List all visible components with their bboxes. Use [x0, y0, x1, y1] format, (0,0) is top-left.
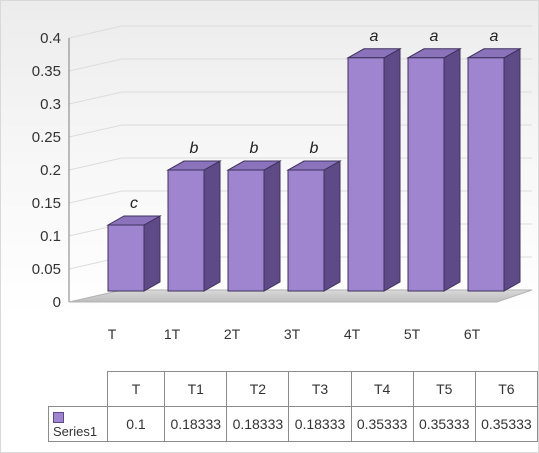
bar-side — [383, 47, 401, 292]
bar-side — [443, 47, 461, 292]
bar-side — [503, 47, 521, 292]
data-table-value: 0.18333 — [226, 406, 290, 442]
gridline — [68, 91, 532, 105]
bar — [106, 215, 162, 292]
data-table: T T1 T2 T3 T4 T5 T6 Series1 0.1 0.18333 … — [48, 371, 539, 442]
bar-side — [143, 215, 161, 292]
y-tick-label: 0.25 — [32, 129, 61, 146]
gridline — [68, 58, 532, 72]
data-table-header: T4 — [350, 371, 414, 407]
data-table-header: T3 — [288, 371, 352, 407]
gridline — [68, 124, 532, 138]
data-table-series-row: Series1 0.1 0.18333 0.18333 0.18333 0.35… — [48, 406, 539, 442]
data-table-value: 0.18333 — [164, 406, 228, 442]
data-table-header: T6 — [474, 371, 539, 407]
bar-front — [347, 57, 385, 292]
legend-swatch-icon — [53, 412, 64, 424]
y-tick-label: 0.3 — [40, 96, 61, 113]
bar — [226, 160, 282, 292]
y-tick-label: 0.05 — [32, 261, 61, 278]
bar-data-label: b — [310, 140, 319, 157]
data-table-header: T — [106, 371, 166, 407]
legend-series-label: Series1 — [53, 424, 98, 439]
bar-data-label: b — [190, 140, 199, 157]
bar-front — [227, 169, 265, 292]
bar-data-label: a — [430, 28, 439, 45]
bar-side — [203, 160, 221, 292]
data-table-corner — [49, 372, 108, 407]
data-table-header: T1 — [164, 371, 228, 407]
bar-data-label: a — [370, 28, 379, 45]
x-category-label: 4T — [344, 326, 361, 342]
bar-data-label: c — [130, 195, 138, 212]
bar — [406, 47, 462, 292]
bar-front — [467, 57, 505, 292]
y-tick-label: 0.15 — [32, 195, 61, 212]
x-category-label: 3T — [284, 326, 301, 342]
bar — [166, 160, 222, 292]
y-tick-label: 0.4 — [40, 30, 61, 47]
y-tick-label: 0 — [53, 294, 61, 311]
bar — [286, 160, 342, 292]
bar — [346, 47, 402, 292]
bar-front — [167, 169, 205, 292]
data-table-value: 0.35333 — [474, 406, 539, 442]
x-category-label: 6T — [464, 326, 481, 342]
chart-floor — [68, 289, 533, 303]
y-tick-label: 0.2 — [40, 162, 61, 179]
gridline — [68, 25, 532, 39]
chart-plot-area: 0 0.05 0.1 0.15 0.2 0.25 0.3 0.35 0.4 c Tb 1T b 2T b 3… — [32, 25, 533, 342]
data-table-value: 0.35333 — [412, 406, 476, 442]
bar-data-label: a — [490, 28, 499, 45]
x-category-label: 5T — [404, 326, 421, 342]
bar-side — [263, 160, 281, 292]
data-table-value: 0.1 — [106, 406, 166, 442]
x-category-label: 2T — [224, 326, 241, 342]
data-table-value: 0.35333 — [350, 406, 414, 442]
bar-front — [287, 169, 325, 292]
bar-side — [323, 160, 341, 292]
data-table-header-row: T T1 T2 T3 T4 T5 T6 — [49, 371, 539, 407]
data-table-value: 0.18333 — [288, 406, 352, 442]
bar-front — [407, 57, 445, 292]
y-tick-label: 0.1 — [40, 228, 61, 245]
y-tick-label: 0.35 — [32, 63, 61, 80]
data-table-legend-cell: Series1 — [48, 406, 108, 442]
x-category-label: 1T — [164, 326, 181, 342]
bar-data-label: b — [250, 140, 259, 157]
bar — [466, 47, 522, 292]
bar-front — [107, 224, 145, 292]
data-table-header: T2 — [226, 371, 290, 407]
data-table-header: T5 — [412, 371, 476, 407]
x-category-label: T — [108, 326, 117, 342]
